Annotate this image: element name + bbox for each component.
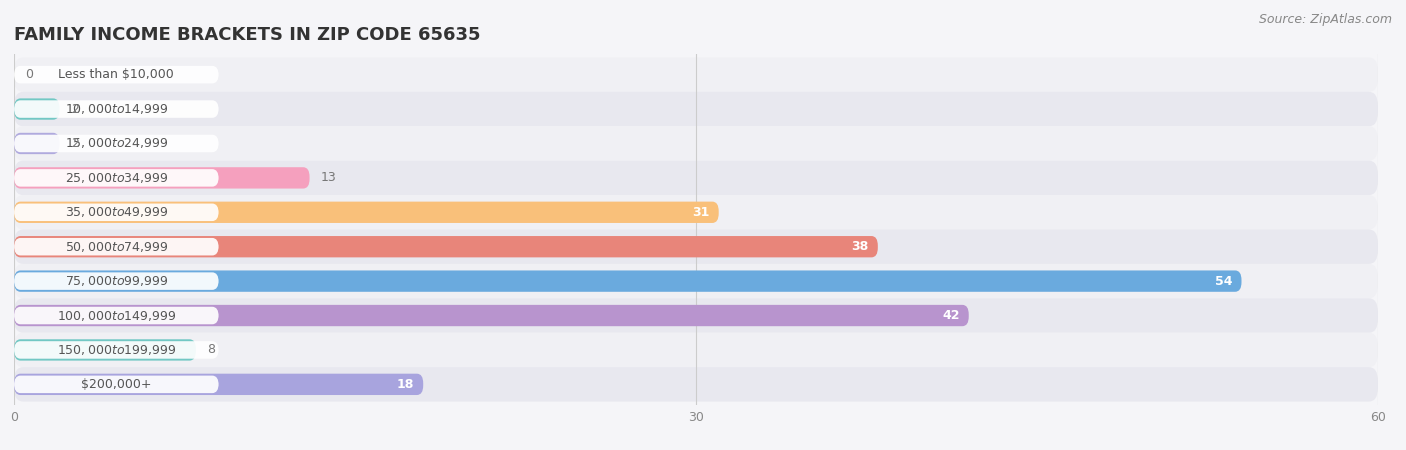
FancyBboxPatch shape (14, 238, 219, 256)
FancyBboxPatch shape (14, 161, 1378, 195)
FancyBboxPatch shape (14, 66, 219, 83)
Text: 2: 2 (70, 137, 79, 150)
Text: 0: 0 (25, 68, 34, 81)
FancyBboxPatch shape (14, 195, 1378, 230)
Text: $50,000 to $74,999: $50,000 to $74,999 (65, 240, 169, 254)
Text: 42: 42 (942, 309, 960, 322)
Text: 13: 13 (321, 171, 336, 184)
Text: 8: 8 (207, 343, 215, 356)
FancyBboxPatch shape (14, 58, 1378, 92)
FancyBboxPatch shape (14, 270, 1241, 292)
Text: 2: 2 (70, 103, 79, 116)
FancyBboxPatch shape (14, 92, 1378, 126)
FancyBboxPatch shape (14, 135, 219, 152)
FancyBboxPatch shape (14, 341, 219, 359)
FancyBboxPatch shape (14, 133, 59, 154)
Text: 38: 38 (852, 240, 869, 253)
FancyBboxPatch shape (14, 264, 1378, 298)
Text: $15,000 to $24,999: $15,000 to $24,999 (65, 136, 169, 150)
FancyBboxPatch shape (14, 307, 219, 324)
Text: 18: 18 (396, 378, 415, 391)
Text: Source: ZipAtlas.com: Source: ZipAtlas.com (1258, 14, 1392, 27)
FancyBboxPatch shape (14, 305, 969, 326)
FancyBboxPatch shape (14, 339, 195, 360)
FancyBboxPatch shape (14, 367, 1378, 401)
Text: $100,000 to $149,999: $100,000 to $149,999 (56, 309, 176, 323)
FancyBboxPatch shape (14, 169, 219, 187)
FancyBboxPatch shape (14, 230, 1378, 264)
FancyBboxPatch shape (14, 167, 309, 189)
FancyBboxPatch shape (14, 99, 59, 120)
FancyBboxPatch shape (14, 202, 718, 223)
FancyBboxPatch shape (14, 203, 219, 221)
Text: 31: 31 (692, 206, 710, 219)
Text: Less than $10,000: Less than $10,000 (59, 68, 174, 81)
Text: 54: 54 (1215, 274, 1233, 288)
FancyBboxPatch shape (14, 100, 219, 118)
FancyBboxPatch shape (14, 126, 1378, 161)
FancyBboxPatch shape (14, 333, 1378, 367)
Text: $150,000 to $199,999: $150,000 to $199,999 (56, 343, 176, 357)
Text: $25,000 to $34,999: $25,000 to $34,999 (65, 171, 169, 185)
Text: $35,000 to $49,999: $35,000 to $49,999 (65, 205, 169, 219)
FancyBboxPatch shape (14, 236, 877, 257)
FancyBboxPatch shape (14, 272, 219, 290)
FancyBboxPatch shape (14, 374, 423, 395)
FancyBboxPatch shape (14, 298, 1378, 333)
Text: $10,000 to $14,999: $10,000 to $14,999 (65, 102, 169, 116)
Text: $200,000+: $200,000+ (82, 378, 152, 391)
Text: FAMILY INCOME BRACKETS IN ZIP CODE 65635: FAMILY INCOME BRACKETS IN ZIP CODE 65635 (14, 26, 481, 44)
FancyBboxPatch shape (14, 376, 219, 393)
Text: $75,000 to $99,999: $75,000 to $99,999 (65, 274, 169, 288)
